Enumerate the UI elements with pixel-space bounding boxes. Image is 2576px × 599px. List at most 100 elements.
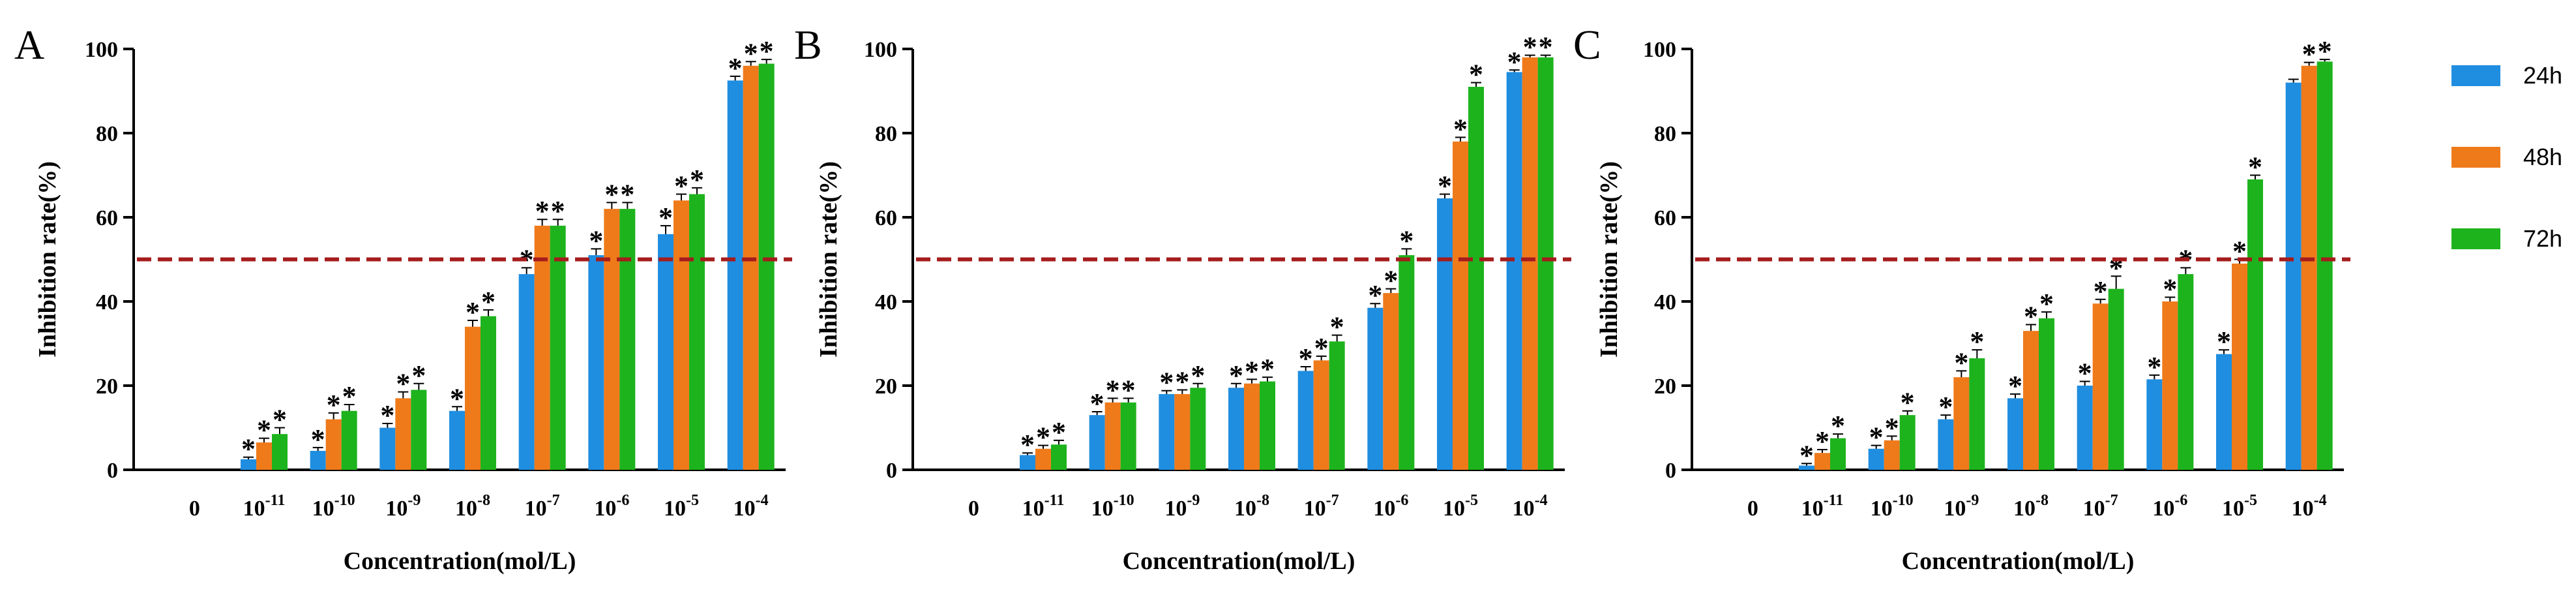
- significance-star: *: [2094, 275, 2108, 307]
- x-tick-base: 10: [1443, 497, 1465, 521]
- significance-star: *: [327, 389, 341, 421]
- bar-48h-7: [1453, 141, 1468, 470]
- bar-48h-1: [256, 442, 272, 470]
- x-tick-label: 0: [968, 497, 979, 521]
- x-tick-exponent: -10: [1893, 492, 1914, 509]
- x-tick-base: 10: [312, 497, 334, 521]
- significance-star: *: [2024, 300, 2038, 332]
- significance-star: *: [551, 195, 565, 227]
- x-tick-base: 10: [385, 497, 407, 521]
- bar-72h-5: [550, 225, 566, 470]
- y-tick-label: 60: [1654, 206, 1676, 230]
- bar-24h-7: [2216, 354, 2232, 470]
- x-axis-title: Concentration(mol/L): [344, 547, 576, 575]
- significance-star: *: [2078, 358, 2092, 390]
- significance-star: *: [1539, 31, 1553, 63]
- y-tick-label: 100: [1643, 38, 1676, 62]
- panel-letter: B: [794, 22, 822, 68]
- bar-72h-7: [689, 194, 705, 470]
- significance-star: *: [241, 433, 256, 465]
- bar-48h-5: [2092, 303, 2109, 470]
- x-tick-label: 10-10: [312, 492, 355, 521]
- x-tick-exponent: -5: [2244, 492, 2257, 509]
- x-tick-base: 0: [968, 497, 979, 521]
- bar-24h-8: [727, 80, 743, 470]
- significance-star: *: [535, 195, 550, 227]
- x-tick-label: 10-4: [2292, 492, 2327, 521]
- x-tick-label: 10-6: [2152, 492, 2187, 521]
- x-tick-label: 10-10: [1871, 492, 1914, 521]
- significance-star: *: [1831, 410, 1845, 442]
- bar-24h-3: [1938, 419, 1954, 470]
- bar-72h-7: [2247, 179, 2263, 470]
- bar-72h-8: [758, 63, 775, 470]
- y-tick-label: 80: [1654, 122, 1676, 146]
- significance-star: *: [1869, 422, 1884, 453]
- bar-48h-6: [1383, 293, 1399, 470]
- legend-label: 24h: [2523, 62, 2562, 89]
- x-tick-label: 10-6: [1373, 492, 1408, 521]
- bar-24h-5: [518, 274, 535, 470]
- x-tick-base: 10: [733, 497, 756, 521]
- x-tick-label: 10-8: [2013, 492, 2049, 521]
- significance-star: *: [1330, 311, 1344, 343]
- bar-24h-7: [658, 234, 674, 470]
- significance-star: *: [1159, 367, 1174, 399]
- x-tick-label: 10-5: [1443, 492, 1478, 521]
- x-tick-label: 10-7: [2083, 492, 2118, 521]
- x-tick-base: 10: [594, 497, 616, 521]
- bar-48h-6: [604, 209, 620, 470]
- y-tick-label: 60: [875, 206, 897, 230]
- x-tick-label: 10-9: [385, 492, 421, 521]
- x-tick-label: 10-5: [664, 492, 699, 521]
- x-axis-title: Concentration(mol/L): [1123, 547, 1355, 575]
- bar-48h-2: [1104, 402, 1121, 470]
- bar-48h-5: [534, 225, 550, 470]
- x-tick-label: 10-6: [594, 492, 629, 521]
- significance-star: *: [2039, 288, 2054, 320]
- significance-star: *: [2248, 151, 2262, 183]
- x-tick-label: 10-7: [525, 492, 560, 521]
- x-tick-base: 10: [243, 497, 265, 521]
- y-tick-label: 40: [96, 290, 118, 315]
- bar-24h-2: [1089, 415, 1105, 470]
- y-tick-label: 0: [107, 459, 118, 483]
- significance-star: *: [396, 368, 410, 400]
- significance-star: *: [466, 296, 480, 328]
- bar-72h-1: [1830, 438, 1846, 470]
- bar-72h-1: [272, 434, 288, 470]
- legend-swatch-72h: [2451, 228, 2500, 249]
- significance-star: *: [1970, 326, 1984, 358]
- x-tick-base: 0: [1747, 497, 1758, 521]
- x-tick-label: 10-7: [1304, 492, 1339, 521]
- x-tick-label: 10-8: [1234, 492, 1269, 521]
- x-tick-exponent: -11: [1824, 492, 1844, 509]
- x-tick-exponent: -11: [1044, 492, 1065, 509]
- y-tick-label: 0: [886, 459, 897, 483]
- x-tick-exponent: -7: [547, 492, 560, 509]
- y-tick-label: 40: [1654, 290, 1676, 315]
- bar-24h-8: [1506, 72, 1522, 470]
- bar-24h-3: [379, 427, 396, 470]
- x-tick-exponent: -5: [1465, 492, 1478, 509]
- significance-star: *: [1314, 332, 1329, 364]
- bar-72h-4: [2039, 318, 2054, 470]
- x-tick-base: 10: [1513, 497, 1535, 521]
- significance-star: *: [2008, 370, 2022, 402]
- significance-star: *: [1090, 388, 1104, 420]
- bar-24h-6: [2146, 379, 2163, 470]
- x-tick-base: 10: [525, 497, 547, 521]
- bar-48h-8: [743, 65, 759, 470]
- significance-star: *: [2163, 273, 2177, 305]
- x-tick-exponent: -6: [616, 492, 629, 509]
- x-tick-base: 0: [189, 497, 200, 521]
- bar-72h-1: [1051, 444, 1067, 470]
- bar-72h-2: [1899, 415, 1916, 470]
- y-axis-title: Inhibition rate(%): [1595, 161, 1623, 358]
- bar-72h-5: [1329, 341, 1345, 470]
- bar-48h-3: [1953, 377, 1970, 470]
- x-tick-exponent: -9: [1966, 492, 1979, 509]
